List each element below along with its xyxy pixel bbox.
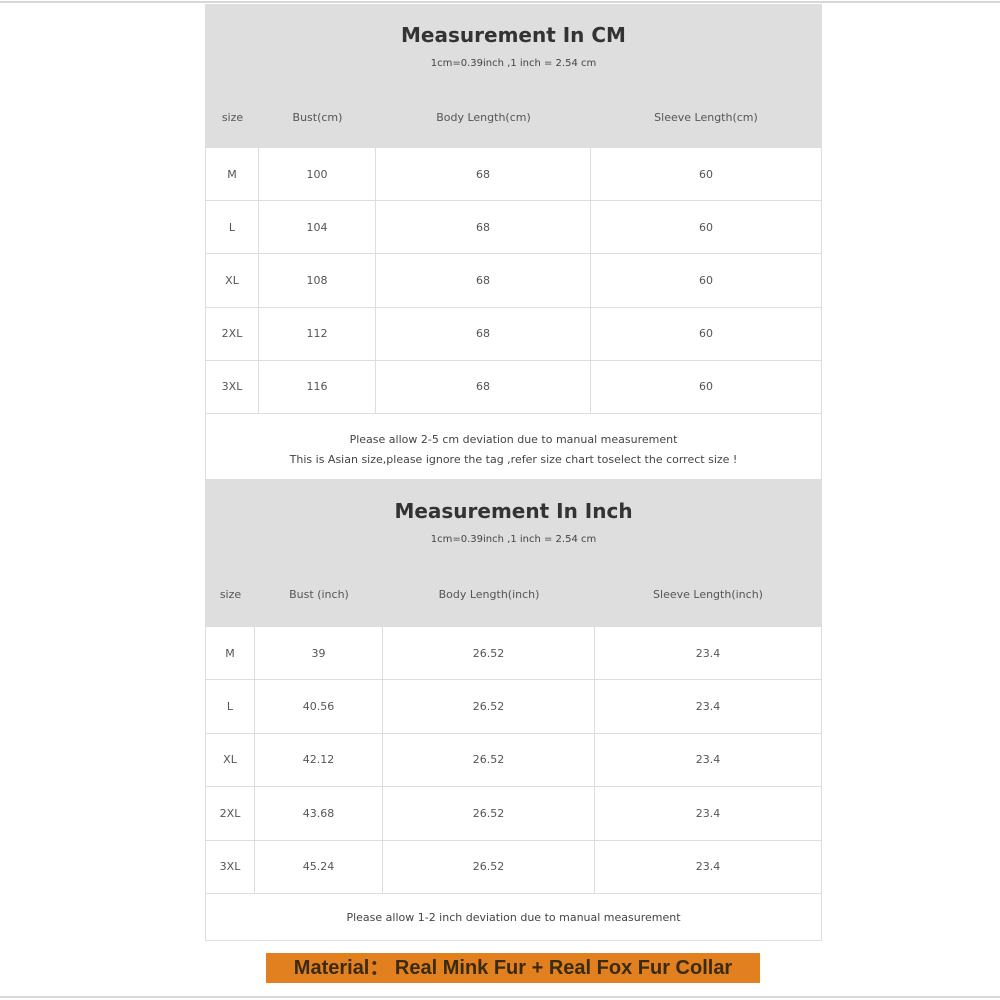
conversion-note: 1cm=0.39inch ,1 inch = 2.54 cm bbox=[430, 58, 597, 69]
bottom-divider bbox=[0, 996, 1000, 998]
table-cell: M bbox=[206, 627, 255, 680]
table-cell: 23.4 bbox=[695, 806, 721, 820]
cm-size-table: Measurement In CM 1cm=0.39inch ,1 inch =… bbox=[205, 4, 822, 481]
table-cell: 60 bbox=[699, 220, 713, 234]
table-title: Measurement In CM bbox=[401, 23, 626, 47]
table-cell: 26.52 bbox=[383, 733, 595, 787]
inch-size-table: Measurement In Inch 1cm=0.39inch ,1 inch… bbox=[205, 479, 822, 941]
table-row: L 40.56 26.52 23.4 bbox=[206, 679, 821, 733]
table-cell: 23.4 bbox=[695, 700, 721, 714]
table-cell: 23.4 bbox=[695, 860, 721, 874]
table-cell: 68 bbox=[376, 307, 591, 360]
top-divider bbox=[0, 1, 1000, 3]
column-header: Sleeve Length(inch) bbox=[653, 588, 763, 601]
note-line: Please allow 2-5 cm deviation due to man… bbox=[349, 432, 678, 446]
table-row: XL 108 68 60 bbox=[206, 253, 821, 307]
table-cell: 108 bbox=[259, 254, 376, 307]
note-line: Please allow 1-2 inch deviation due to m… bbox=[346, 910, 681, 924]
column-header: size bbox=[219, 588, 242, 601]
table-cell: 60 bbox=[699, 167, 713, 181]
table-cell: 104 bbox=[259, 201, 376, 254]
table-cell: M bbox=[206, 148, 259, 201]
table-title: Measurement In Inch bbox=[394, 499, 633, 523]
table-cell: 2XL bbox=[206, 787, 255, 840]
table-cell: 2XL bbox=[206, 307, 259, 360]
table-row: 3XL 45.24 26.52 23.4 bbox=[206, 839, 821, 893]
table-cell: L bbox=[206, 201, 259, 254]
table-row: M 100 68 60 bbox=[206, 147, 821, 201]
table-cell: XL bbox=[206, 254, 259, 307]
table-cell: 3XL bbox=[206, 840, 255, 893]
column-header: Bust (inch) bbox=[289, 588, 349, 601]
table-cell: 68 bbox=[376, 148, 591, 201]
table-cell: 60 bbox=[699, 327, 713, 341]
column-header: Body Length(cm) bbox=[436, 111, 531, 124]
table-row: M 39 26.52 23.4 bbox=[206, 626, 821, 680]
table-cell: 43.68 bbox=[255, 787, 383, 840]
column-header: Sleeve Length(cm) bbox=[654, 111, 758, 124]
table-cell: 60 bbox=[699, 273, 713, 287]
material-label: Material： Real Mink Fur + Real Fox Fur C… bbox=[266, 953, 760, 983]
table-cell: 68 bbox=[376, 360, 591, 413]
table-cell: 26.52 bbox=[383, 840, 595, 893]
table-header: Measurement In CM 1cm=0.39inch ,1 inch =… bbox=[206, 5, 821, 147]
table-cell: 39 bbox=[255, 627, 383, 680]
column-header: Bust(cm) bbox=[292, 111, 343, 124]
table-cell: 26.52 bbox=[383, 627, 595, 680]
table-cell: 40.56 bbox=[255, 680, 383, 733]
table-cell: 23.4 bbox=[695, 646, 721, 660]
column-header: size bbox=[221, 111, 244, 124]
note-line: This is Asian size,please ignore the tag… bbox=[289, 452, 738, 466]
table-cell: 45.24 bbox=[255, 840, 383, 893]
table-note: Please allow 2-5 cm deviation due to man… bbox=[206, 412, 821, 480]
table-cell: 100 bbox=[259, 148, 376, 201]
column-header: Body Length(inch) bbox=[438, 588, 540, 601]
table-note: Please allow 1-2 inch deviation due to m… bbox=[206, 892, 821, 940]
table-cell: 26.52 bbox=[383, 680, 595, 733]
conversion-note: 1cm=0.39inch ,1 inch = 2.54 cm bbox=[430, 534, 597, 545]
table-cell: 26.52 bbox=[383, 787, 595, 840]
table-cell: 3XL bbox=[206, 360, 259, 413]
table-header: Measurement In Inch 1cm=0.39inch ,1 inch… bbox=[206, 480, 821, 626]
table-cell: L bbox=[206, 680, 255, 733]
table-cell: 68 bbox=[376, 254, 591, 307]
table-cell: 23.4 bbox=[695, 753, 721, 767]
table-row: L 104 68 60 bbox=[206, 200, 821, 254]
table-cell: 68 bbox=[376, 201, 591, 254]
table-row: 2XL 112 68 60 bbox=[206, 306, 821, 360]
table-cell: 60 bbox=[699, 380, 713, 394]
table-row: 3XL 116 68 60 bbox=[206, 359, 821, 413]
table-cell: 112 bbox=[259, 307, 376, 360]
table-cell: XL bbox=[206, 733, 255, 787]
table-cell: 42.12 bbox=[255, 733, 383, 787]
table-row: XL 42.12 26.52 23.4 bbox=[206, 732, 821, 787]
table-cell: 116 bbox=[259, 360, 376, 413]
table-row: 2XL 43.68 26.52 23.4 bbox=[206, 786, 821, 840]
